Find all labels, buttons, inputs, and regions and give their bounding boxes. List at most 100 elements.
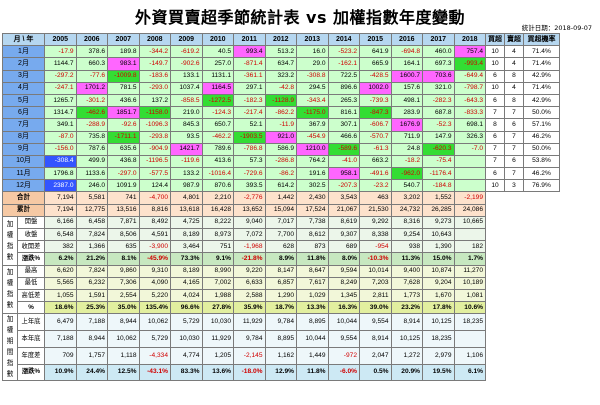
month-value: 257.0 <box>201 57 234 71</box>
month-stat: 7 <box>485 154 505 169</box>
month-value: 781.5 <box>107 81 140 95</box>
month-value: -52.3 <box>422 118 455 132</box>
month-value: -361.1 <box>233 69 266 83</box>
month-value: 307.1 <box>327 118 360 132</box>
index-value: 27.8% <box>201 301 234 315</box>
index-value: 9,400 <box>390 264 423 278</box>
total-value: -2,776 <box>233 191 266 205</box>
month-value: 40.5 <box>201 45 234 59</box>
month-value: 787.6 <box>75 142 108 156</box>
month-stat: 57.1% <box>523 118 560 132</box>
month-row: 9月 -156.0 787.6 635.6 -904.9 1421.7 789.6 -786.… <box>2 142 560 156</box>
index-value: 8,147 <box>264 264 297 278</box>
total-value: 2,210 <box>201 191 234 205</box>
month-value: 29.0 <box>296 57 329 71</box>
month-value: -589.6 <box>327 142 360 156</box>
index-value: 16.3% <box>327 301 360 315</box>
month-label: 4月 <box>2 81 45 95</box>
month-value: 1796.8 <box>44 167 77 181</box>
stat-header: 買超機率 <box>523 32 560 47</box>
index-row: 加權指數 開盤 6,166 6,458 7,871 8,492 4,725 8,222 9,04… <box>2 215 560 266</box>
month-value: 958.1 <box>327 167 360 181</box>
index-value: 6,232 <box>75 276 108 290</box>
index-value: 4,774 <box>170 346 203 365</box>
index-value: 8,189 <box>170 264 203 278</box>
month-value: -1175.0 <box>296 106 329 120</box>
month-value: -182.3 <box>233 93 266 108</box>
month-value: -871.4 <box>233 57 266 71</box>
month-label: 11月 <box>2 167 45 181</box>
month-row: 12月 2387.0 246.0 1091.9 124.4 987.9 870.6 393.5… <box>2 179 560 193</box>
index-value: 8,973 <box>201 227 234 242</box>
month-value: 987.9 <box>170 179 203 193</box>
month-row: 6月 1314.7 -462.6 1851.7 -1158.0 219.0 -124.3 -2… <box>2 106 560 120</box>
month-value: -184.8 <box>422 179 455 193</box>
index-value: 709 <box>44 346 77 365</box>
index-row-label: 本年底 <box>17 330 45 348</box>
month-value: 157.6 <box>390 81 423 95</box>
month-value: 764.2 <box>296 154 329 169</box>
month-value: -149.7 <box>138 57 171 71</box>
total-value: 2,430 <box>296 191 329 205</box>
month-value: 697.3 <box>422 57 455 71</box>
month-value: 349.1 <box>44 118 77 132</box>
index-value: -45.9% <box>138 252 171 266</box>
index-value: 9,784 <box>264 313 297 332</box>
total-value: -4,700 <box>138 191 171 205</box>
month-value: -1903.5 <box>233 130 266 144</box>
month-row: 5月 1265.7 -301.2 436.6 137.2 -858.5 -1272.5 -18… <box>2 93 560 108</box>
month-value: -606.7 <box>359 118 392 132</box>
index-value: 8.9% <box>264 252 297 266</box>
month-value: -523.2 <box>327 45 360 59</box>
month-stat: 6 <box>485 167 505 181</box>
month-stat: 42.9% <box>523 69 560 83</box>
index-value: 20.9% <box>390 363 423 382</box>
month-stat: 8 <box>504 69 524 83</box>
month-value: 735.8 <box>75 130 108 144</box>
index-value <box>453 330 486 348</box>
index-value: 18.6% <box>44 301 77 315</box>
index-value: 10,665 <box>453 215 486 230</box>
month-value: -904.9 <box>138 142 171 156</box>
month-value: -902.6 <box>170 57 203 71</box>
index-value: 10.6% <box>453 301 486 315</box>
month-row: 4月 -247.1 1701.2 781.5 -293.0 1037.4 1164.5 297… <box>2 81 560 95</box>
month-value: 219.0 <box>170 106 203 120</box>
month-value: -297.0 <box>107 167 140 181</box>
index-value: 9,220 <box>233 264 266 278</box>
index-value: 873 <box>296 240 329 254</box>
total-value: 26,285 <box>422 203 455 217</box>
month-value: -207.3 <box>327 179 360 193</box>
month-value: 93.5 <box>170 130 203 144</box>
month-value: -18.2 <box>390 154 423 169</box>
month-value: -41.0 <box>327 154 360 169</box>
index-value: -10.3% <box>359 252 392 266</box>
month-value: -1009.8 <box>107 69 140 83</box>
index-value: 18,235 <box>453 313 486 332</box>
month-value: -343.4 <box>296 93 329 108</box>
month-label: 12月 <box>2 179 45 193</box>
month-value: 816.1 <box>327 106 360 120</box>
year-header: 2006 <box>75 32 108 47</box>
month-value: -282.3 <box>422 93 455 108</box>
month-value: -17.9 <box>44 45 77 59</box>
index-value: 4,725 <box>170 215 203 230</box>
month-value: 634.7 <box>264 57 297 71</box>
month-value: -344.2 <box>138 45 171 59</box>
index-value: -4,334 <box>138 346 171 365</box>
month-stat: 6 <box>504 118 524 132</box>
index-value: 4,090 <box>138 276 171 290</box>
index-value: 18,235 <box>422 330 455 348</box>
index-value: 7,188 <box>44 330 77 348</box>
month-value: 297.1 <box>233 81 266 95</box>
stat-header: 買超 <box>485 32 505 47</box>
index-value: 13.3% <box>296 301 329 315</box>
index-value: 7,072 <box>233 227 266 242</box>
month-value: 147.9 <box>422 130 455 144</box>
index-value: 1,272 <box>390 346 423 365</box>
month-value: 983.1 <box>107 57 140 71</box>
month-value: 460.0 <box>422 45 455 59</box>
month-value: -1128.9 <box>264 93 297 108</box>
index-row: 加權期間指數 上年底 6,479 7,188 8,944 10,062 5,729 10,03… <box>2 313 560 382</box>
month-value: -993.4 <box>453 57 486 71</box>
